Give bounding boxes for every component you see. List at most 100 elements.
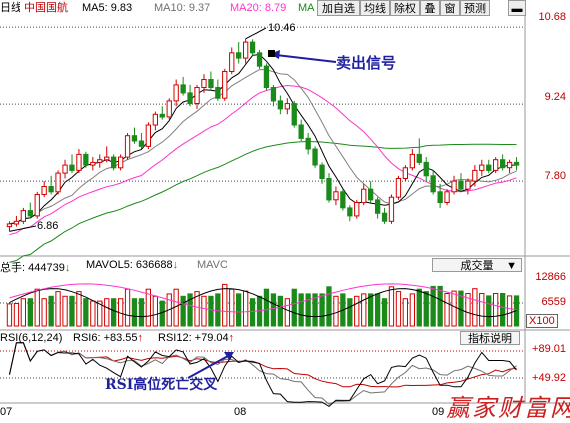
volume-bar xyxy=(312,293,318,327)
volume-bar xyxy=(104,298,110,327)
rsi24-line xyxy=(9,342,517,388)
rsi6-line xyxy=(9,342,517,408)
candle-body xyxy=(479,164,485,171)
chevron-down-icon: ▼ xyxy=(506,260,517,272)
volume-bar xyxy=(347,298,353,327)
low-pointer xyxy=(9,225,37,232)
volume-bar xyxy=(152,295,158,327)
candle-body xyxy=(409,153,416,169)
volume-bar xyxy=(333,295,339,327)
volume-bar xyxy=(298,293,304,327)
candle-body xyxy=(506,161,513,169)
period-label: 日线 xyxy=(0,2,20,14)
candle-body xyxy=(55,172,61,193)
indicator-help-button[interactable]: 指标说明 xyxy=(460,331,520,345)
candle-body xyxy=(208,79,214,88)
ex-rights-button[interactable]: 除权 xyxy=(390,0,420,16)
volume-bar xyxy=(263,288,270,327)
candle-body xyxy=(201,79,207,88)
candle-body xyxy=(236,52,242,59)
volume-bar xyxy=(375,293,381,327)
candle-body xyxy=(513,161,520,166)
volume-bar xyxy=(20,298,27,327)
volume-bar xyxy=(34,288,40,327)
candle-body xyxy=(437,191,443,204)
rsi12-up-icon: ↑ xyxy=(228,332,235,344)
x-axis-label-08: 08 xyxy=(234,406,247,418)
candle-body xyxy=(472,169,478,182)
volume-bar xyxy=(472,288,478,327)
volume-bar xyxy=(83,298,89,327)
volume-bar xyxy=(354,295,360,327)
candle-body xyxy=(375,199,381,214)
volume-bar xyxy=(48,295,54,327)
volume-bar xyxy=(291,288,297,327)
volume-bar xyxy=(187,293,193,327)
volume-bar xyxy=(430,285,436,327)
candle-body xyxy=(493,159,499,171)
high-pointer xyxy=(245,27,267,40)
forecast-button[interactable]: 预测 xyxy=(460,0,490,16)
candle-body xyxy=(319,164,325,180)
watermark: 赢家财富网 xyxy=(446,394,570,422)
candle-body xyxy=(159,113,165,118)
ma60-readout: MA xyxy=(298,2,315,14)
mavol5-down-icon: ↓ xyxy=(172,259,179,271)
volume-bar xyxy=(249,298,256,327)
rsi-arrow-head xyxy=(224,352,234,360)
mavol5-line xyxy=(9,288,517,318)
candle-body xyxy=(152,113,158,126)
volume-bar xyxy=(201,295,207,327)
candle-body xyxy=(326,178,332,201)
high-price-label: 10.46 xyxy=(268,22,296,34)
ma-button[interactable]: 均线 xyxy=(360,0,390,16)
candle-body xyxy=(298,124,304,139)
volume-bar xyxy=(437,285,443,327)
rsi-axis-mid: +49.92 xyxy=(532,372,566,384)
volume-bar xyxy=(194,291,200,327)
candle-body xyxy=(368,188,374,201)
candle-body xyxy=(381,212,388,222)
rsi-arrow xyxy=(187,355,229,379)
indicator-selector[interactable]: 成交量 ▼ xyxy=(432,258,522,272)
candle-body xyxy=(124,135,131,158)
volume-bar xyxy=(97,300,103,327)
candle-body xyxy=(222,71,228,99)
volume-bar xyxy=(388,286,395,327)
x-axis-label-07: 07 xyxy=(0,406,13,418)
volume-bar xyxy=(395,291,402,327)
volume-bar xyxy=(229,288,235,327)
add-favorite-button[interactable]: 加自选 xyxy=(317,0,360,16)
volume-bar xyxy=(138,298,145,327)
candle-body xyxy=(62,164,68,174)
volume-bar xyxy=(159,300,165,327)
ma5-readout: MA5: 9.83 xyxy=(82,2,133,14)
candle-body xyxy=(465,180,471,190)
candle-body xyxy=(347,207,353,217)
overlay-button[interactable]: 叠 xyxy=(420,0,440,16)
candle-body xyxy=(173,84,179,102)
volume-bar xyxy=(215,293,221,327)
volume-bar xyxy=(479,293,485,327)
minimize-button[interactable]: ▬ xyxy=(508,0,526,16)
volume-bar xyxy=(277,295,284,327)
candle-body xyxy=(354,202,360,217)
candle-body xyxy=(83,153,89,166)
candle-body xyxy=(229,52,235,72)
mavol10-line xyxy=(9,283,517,313)
volume-bar xyxy=(6,303,13,327)
volume-bar xyxy=(284,298,291,327)
candle-body xyxy=(451,180,457,193)
volume-bar xyxy=(486,295,492,327)
volume-bar xyxy=(361,293,367,327)
volume-bar xyxy=(208,295,214,327)
volume-bar xyxy=(319,293,325,327)
price-axis-low: 7.80 xyxy=(544,170,566,182)
sell-arrow xyxy=(275,54,337,63)
candle-body xyxy=(430,175,436,193)
window-button[interactable]: 窗 xyxy=(440,0,460,16)
volume-bar xyxy=(416,288,422,327)
candle-body xyxy=(13,220,20,225)
volume-bar xyxy=(451,290,457,327)
rsi-axis-top: +89.01 xyxy=(532,343,566,355)
